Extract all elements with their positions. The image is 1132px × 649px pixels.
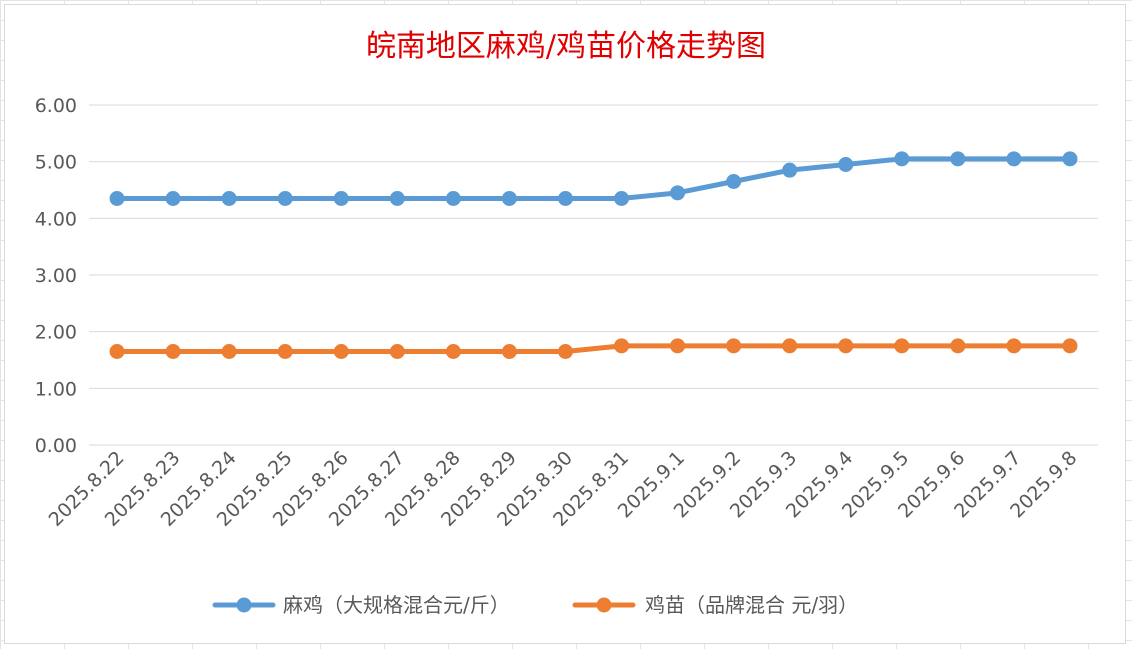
chart-title: 皖南地区麻鸡/鸡苗价格走势图: [366, 29, 766, 64]
y-tick-label: 3.00: [35, 265, 77, 287]
data-point: [894, 151, 910, 167]
y-axis-ticks: 0.00 1.00 2.00 3.00 4.00 5.00 6.00: [35, 95, 77, 457]
legend-marker: [596, 597, 612, 613]
data-point: [333, 191, 349, 206]
data-point: [726, 338, 742, 354]
y-tick-label: 4.00: [35, 208, 77, 230]
data-point: [221, 344, 237, 359]
line-chart: 皖南地区麻鸡/鸡苗价格走势图 0.00 1.00 2.00 3.00 4.00 5.00 6…: [35, 29, 1098, 617]
data-point: [614, 338, 630, 354]
legend-marker: [236, 597, 252, 613]
data-point: [726, 174, 742, 189]
series-1: [109, 151, 1078, 206]
y-tick-label: 6.00: [35, 95, 77, 117]
data-point: [109, 191, 125, 206]
data-point: [782, 338, 798, 354]
data-point: [557, 191, 573, 206]
data-point: [221, 191, 237, 206]
y-tick-label: 1.00: [35, 378, 77, 400]
y-tick-label: 2.00: [35, 322, 77, 344]
data-point: [670, 185, 686, 201]
legend-item[interactable]: 鸡苗（品牌混合 元/羽）: [572, 593, 858, 617]
data-point: [838, 157, 854, 172]
y-tick-label: 0.00: [35, 435, 77, 457]
series-line: [114, 156, 1073, 201]
data-point: [333, 344, 349, 359]
data-point: [165, 191, 181, 206]
data-point: [950, 151, 966, 167]
y-tick-label: 5.00: [35, 152, 77, 174]
data-point: [1006, 338, 1022, 354]
legend-label: 鸡苗（品牌混合 元/羽）: [645, 593, 858, 617]
data-point: [838, 338, 854, 354]
data-point: [670, 338, 686, 354]
data-point: [894, 338, 910, 354]
data-point: [614, 191, 630, 206]
x-axis-ticks: 2025.8.222025.8.232025.8.242025.8.252025…: [45, 447, 1082, 531]
data-point: [445, 344, 461, 359]
data-point: [950, 338, 966, 354]
data-point: [109, 344, 125, 359]
data-point: [782, 162, 798, 178]
data-point: [165, 344, 181, 359]
data-point: [1062, 151, 1078, 167]
series-2: [109, 338, 1078, 359]
data-point: [501, 344, 517, 359]
data-point: [389, 191, 405, 206]
data-point: [557, 344, 573, 359]
data-point: [1006, 151, 1022, 167]
legend: 麻鸡（大规格混合元/斤） 鸡苗（品牌混合 元/羽）: [212, 593, 858, 617]
data-point: [389, 344, 405, 359]
chart-area[interactable]: 皖南地区麻鸡/鸡苗价格走势图 0.00 1.00 2.00 3.00 4.00 5.00 6…: [4, 4, 1126, 644]
legend-item[interactable]: 麻鸡（大规格混合元/斤）: [212, 593, 510, 617]
series-layer: [109, 151, 1078, 359]
data-point: [277, 191, 293, 206]
gridlines: [89, 104, 1098, 446]
series-line: [114, 343, 1073, 354]
data-point: [445, 191, 461, 206]
data-point: [1062, 338, 1078, 354]
legend-label: 麻鸡（大规格混合元/斤）: [283, 593, 510, 617]
data-point: [277, 344, 293, 359]
data-point: [501, 191, 517, 206]
